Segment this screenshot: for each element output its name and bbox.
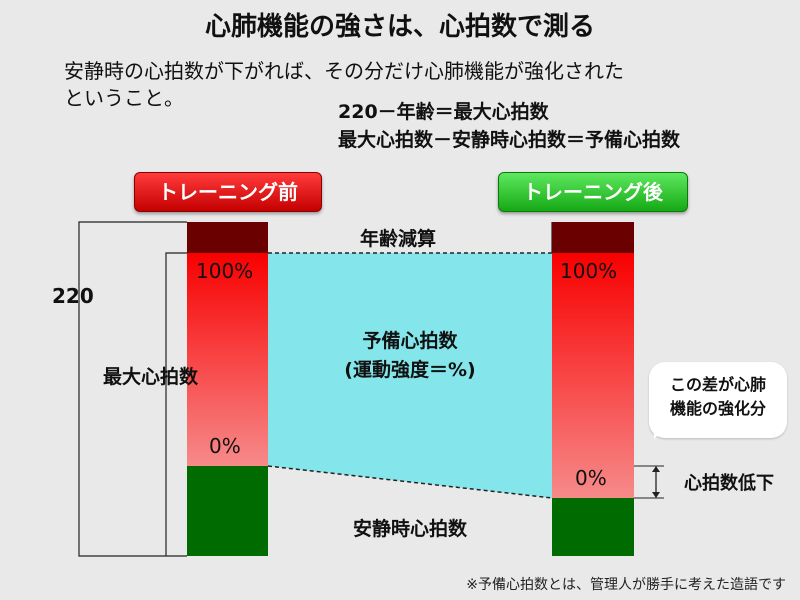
resting-hr-label: 安静時心拍数	[352, 518, 467, 540]
badge-after-training: トレーニング後	[498, 172, 688, 212]
before-bottom-pct: 0%	[209, 434, 241, 458]
before-top-pct: 100%	[196, 259, 254, 283]
badge-before-training: トレーニング前	[134, 172, 322, 212]
page-title: 心肺機能の強さは、心拍数で測る	[204, 12, 595, 42]
reserve-area	[268, 253, 552, 498]
total-bracket	[78, 221, 187, 557]
formula-reserve-hr: 最大心拍数－安静時心拍数＝予備心拍数	[338, 129, 681, 151]
exercise-intensity-label: (運動強度＝%)	[344, 359, 476, 381]
callout-text: この差が心肺 機能の強化分	[649, 373, 787, 421]
drop-arrow-head-down	[652, 492, 660, 498]
formula-max-hr: 220－年齢＝最大心拍数	[338, 101, 549, 123]
intro-text: 安静時の心拍数が下がれば、その分だけ心肺機能が強化された ということ。	[64, 58, 764, 112]
footnote: ※予備心拍数とは、管理人が勝手に考えた造語です	[466, 577, 786, 593]
after-resting-segment	[552, 498, 634, 556]
before-max-hr-segment	[187, 253, 268, 466]
before-resting-segment	[187, 466, 268, 556]
hr-drop-label: 心拍数低下	[684, 473, 774, 494]
callout-line-2: 機能の強化分	[669, 399, 766, 418]
max-hr-label: 最大心拍数	[103, 366, 199, 388]
resting-dashed-line	[267, 465, 553, 499]
before-age-segment	[187, 222, 268, 253]
intro-line-2: ということ。	[64, 86, 184, 110]
callout-bubble	[649, 362, 787, 438]
total-220-label: 220	[52, 284, 94, 308]
max-hr-bracket	[165, 252, 187, 556]
intro-line-1: 安静時の心拍数が下がれば、その分だけ心肺機能が強化された	[64, 59, 624, 83]
after-bottom-pct: 0%	[575, 466, 607, 490]
after-age-segment	[552, 222, 634, 253]
age-subtraction-label: 年齢減算	[360, 228, 437, 250]
callout-line-1: この差が心肺	[669, 375, 766, 394]
after-max-hr-segment	[552, 253, 634, 498]
reserve-hr-label: 予備心拍数	[362, 330, 458, 352]
drop-arrow-head-up	[652, 466, 660, 472]
after-top-pct: 100%	[560, 259, 618, 283]
callout-bubble-tail	[654, 425, 668, 439]
